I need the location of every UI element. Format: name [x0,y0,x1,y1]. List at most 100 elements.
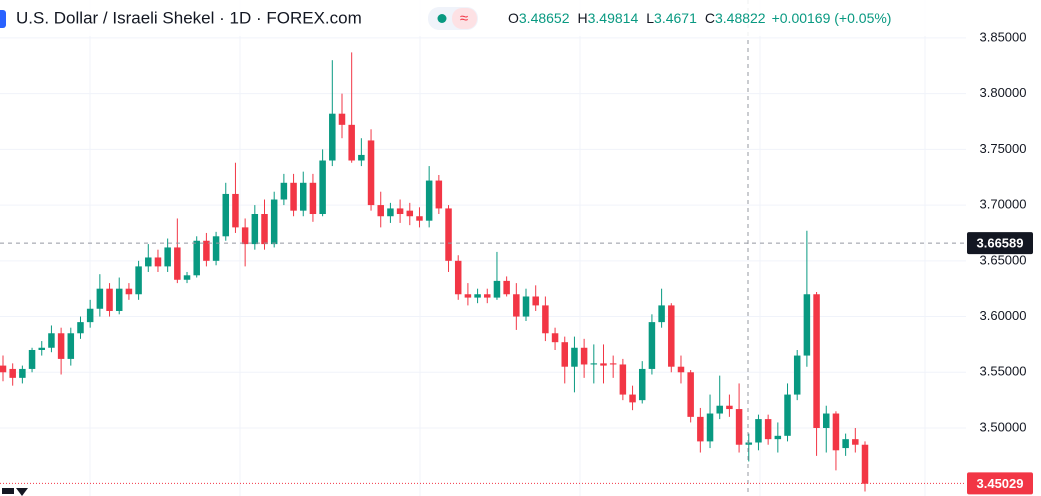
candle-body [522,296,530,317]
flag-icon [0,10,6,28]
y-tick-label: 3.65000 [980,252,1027,267]
candle-body [338,113,346,125]
candle-body [19,368,26,378]
candle-body [561,342,569,367]
candle-body [648,322,656,369]
candle-body [367,140,375,206]
candle-body [270,199,278,245]
candle-body [435,180,443,209]
plot [0,37,966,492]
candle-body [687,372,694,417]
candle-body [668,305,675,367]
market-open-dot [437,14,447,23]
candle-body [629,394,636,403]
candle-body [735,409,743,445]
candle-body [600,363,607,366]
last-price-box [967,472,1033,495]
candle-body [145,257,152,267]
candle-body [813,294,820,429]
candle-body [464,294,472,298]
crosshair-price-box [967,232,1033,255]
ohlc-letter: H [578,10,588,26]
candle-body [474,294,481,298]
y-tick-label: 3.75000 [980,141,1027,156]
y-tick-label: 3.60000 [980,308,1027,323]
candle-body [716,405,723,414]
candle-body [77,322,84,334]
candle-body [57,333,65,359]
candle-body [135,266,142,295]
candle-body [590,363,598,365]
candle-body [377,205,384,217]
candle-body [96,288,104,309]
candle-body [203,240,210,261]
candle-body [542,305,549,334]
candle-body [697,416,704,442]
candle-body [329,113,336,161]
candle-body [784,394,791,436]
candle-body [764,419,772,440]
candle-body [212,236,220,261]
candle-body [299,182,307,211]
candle-body [745,442,753,445]
candle-body [793,355,801,395]
candle-body [183,275,191,280]
candle-body [48,333,55,348]
delayed-icon: ≈ [460,10,468,27]
candle-body [125,288,133,295]
candle-body [154,257,162,267]
candle-body [551,333,559,343]
candle-body [755,419,762,443]
candle-body [358,154,365,161]
candle-body [638,368,646,401]
logo [2,488,28,496]
candle-body [115,288,123,311]
candle-body [580,347,588,365]
delayed-badge[interactable] [452,8,477,29]
candle-body [706,413,714,442]
candle-body [416,216,423,221]
candle-body [503,280,510,295]
candle-body [241,227,249,245]
ohlc-letter: O [508,10,519,26]
candle-body [290,182,297,211]
candle-body [251,214,259,245]
candle-body [174,247,181,280]
candle-body [0,365,7,373]
candle-body [484,294,491,298]
candle-body [348,124,355,161]
candle-body [280,182,288,200]
last-price-label: 3.45029 [977,476,1024,491]
candle-body [425,180,433,221]
candle-body [396,208,404,215]
candle-body [677,366,685,373]
candle-body [609,363,617,365]
y-tick-label: 3.80000 [980,85,1027,100]
y-tick-label: 3.70000 [980,197,1027,212]
candle-body [28,349,36,369]
ohlc-value: 3.48822 [715,10,766,26]
candle-body [9,368,16,378]
header-bg [0,0,966,36]
ohlc-value: 3.4671 [654,10,697,26]
candle-body [445,208,452,261]
candle-body [106,288,113,311]
y-tick-label: 3.50000 [980,419,1027,434]
y-tick-label: 3.55000 [980,364,1027,379]
ohlc-header: O3.48652 H3.49814 L3.4671 C3.48822 +0.00169 … [508,10,891,26]
candle-body [232,193,239,228]
candle-body [387,208,394,217]
candle-body [67,333,75,359]
candle-body [832,413,840,451]
candle-body [193,240,200,276]
ohlc-letter: L [646,10,654,26]
candle-body [309,182,317,215]
candle-body [406,210,414,217]
candle-body [861,444,869,484]
candle-body [38,347,45,350]
candle-body [842,439,849,449]
candle-body [726,405,733,410]
candle-body [222,193,230,237]
candle-body [493,280,501,298]
